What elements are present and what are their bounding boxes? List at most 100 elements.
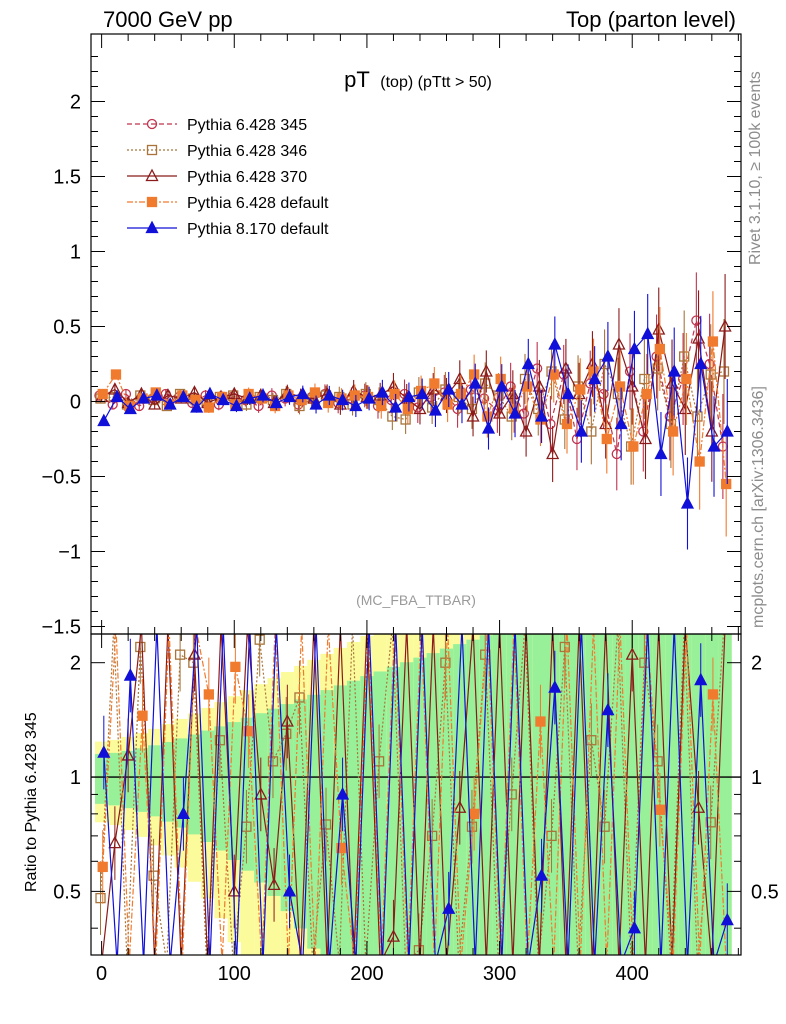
- data-point: [479, 364, 493, 377]
- ratio-series-2: [97, 634, 727, 955]
- plot-frames: −1.5 −1 −0.5 0 0.5 1 1.5 2 0 100 200 300 400 0.5 0.5 1 1…: [42, 33, 779, 985]
- data-point: [123, 401, 137, 415]
- ratio-point: [426, 830, 438, 842]
- data-point: [588, 371, 602, 385]
- ratio-point: [707, 689, 719, 700]
- data-point: [721, 478, 732, 490]
- ratio-point: [254, 787, 268, 800]
- ratio-point: [214, 735, 226, 746]
- data-point: [667, 426, 679, 437]
- ratio-point: [336, 787, 350, 800]
- data-point: [561, 418, 573, 430]
- ratio-point: [282, 883, 297, 897]
- data-point: [375, 385, 389, 398]
- data-point: [521, 356, 535, 370]
- ratio-point: [97, 745, 111, 758]
- data-point: [400, 414, 411, 425]
- data-point: [389, 388, 400, 400]
- plot-title: pT (top) (pTtt > 50): [344, 67, 492, 92]
- data-point: [402, 389, 416, 403]
- data-point: [256, 388, 270, 401]
- legend-label: Pythia 6.428 370: [187, 169, 307, 186]
- data-point: [137, 391, 151, 404]
- legend-entry: Pythia 6.428 345: [127, 117, 307, 134]
- data-point: [349, 398, 363, 412]
- legend-marker: [146, 118, 158, 130]
- uncertainty-band-inner: [187, 734, 202, 835]
- ratio-point: [720, 912, 734, 926]
- ratio-point: [121, 748, 135, 761]
- data-point: [216, 392, 230, 406]
- data-point: [492, 406, 507, 419]
- uncertainty-band-inner: [532, 634, 546, 955]
- data-point: [97, 388, 108, 400]
- data-point: [455, 397, 469, 410]
- analysis-watermark: (MC_FBA_TTBAR): [356, 592, 476, 608]
- data-point: [468, 376, 482, 389]
- legend-marker: [145, 168, 159, 182]
- data-point: [203, 402, 214, 413]
- series-4: [97, 293, 734, 550]
- ratio-ytick-label-right: 1: [751, 767, 762, 789]
- data-point: [654, 446, 668, 460]
- main-ytick-label: 1.5: [53, 167, 81, 189]
- ratio-point: [559, 641, 570, 653]
- ratio-point: [599, 821, 610, 832]
- uncertainty-band-inner: [108, 752, 122, 806]
- ratio-point: [280, 714, 294, 727]
- main-ytick-label: 2: [70, 92, 81, 114]
- data-point: [428, 403, 443, 416]
- ratio-point: [691, 800, 706, 813]
- data-point: [599, 416, 613, 430]
- data-point: [681, 373, 692, 385]
- data-point: [546, 446, 560, 460]
- data-point: [442, 382, 456, 395]
- uncertainty-band-inner: [400, 662, 414, 955]
- data-point: [442, 399, 453, 410]
- legend-marker: [146, 144, 158, 156]
- data-point: [229, 398, 244, 412]
- ratio-point: [534, 868, 549, 881]
- ratio-line: [103, 634, 728, 955]
- ratio-point: [694, 672, 708, 686]
- ratio-point: [453, 800, 467, 813]
- data-point: [481, 421, 496, 434]
- data-point: [641, 326, 655, 340]
- data-point: [707, 336, 719, 347]
- uncertainty-band-inner: [546, 634, 560, 955]
- data-point: [575, 384, 586, 395]
- data-point: [612, 337, 626, 350]
- ratio-xtick-label: 400: [616, 963, 649, 985]
- data-point: [545, 418, 556, 430]
- ratio-line: [99, 634, 725, 955]
- main-ytick-label: −1.5: [42, 617, 81, 639]
- data-point: [627, 341, 641, 355]
- ratio-point: [336, 842, 347, 854]
- ratio-ylabel: Ratio to Pythia 6.428 345: [23, 712, 40, 892]
- data-point: [110, 389, 124, 403]
- data-point: [269, 395, 283, 409]
- data-point: [203, 386, 217, 400]
- data-point: [654, 343, 666, 355]
- header-left: 7000 GeV pp: [103, 7, 233, 32]
- ratio-point: [506, 789, 517, 800]
- ratio-point: [97, 861, 108, 873]
- data-point: [704, 358, 715, 370]
- data-point: [534, 409, 549, 422]
- uncertainty-band-inner: [386, 666, 401, 955]
- data-point: [718, 319, 732, 332]
- ratio-point: [108, 835, 122, 849]
- data-point: [548, 369, 559, 380]
- legend-marker: [145, 220, 159, 234]
- data-point: [652, 363, 663, 374]
- ratio-series-1: [101, 634, 726, 955]
- data-point: [415, 386, 429, 400]
- data-point: [705, 369, 716, 380]
- ratio-point: [176, 806, 190, 819]
- data-point: [508, 406, 522, 419]
- data-point: [97, 413, 111, 427]
- main-ytick-label: 0: [70, 392, 81, 414]
- data-point: [522, 381, 533, 392]
- data-point: [376, 400, 387, 412]
- legend-entry: Pythia 8.170 default: [127, 220, 329, 238]
